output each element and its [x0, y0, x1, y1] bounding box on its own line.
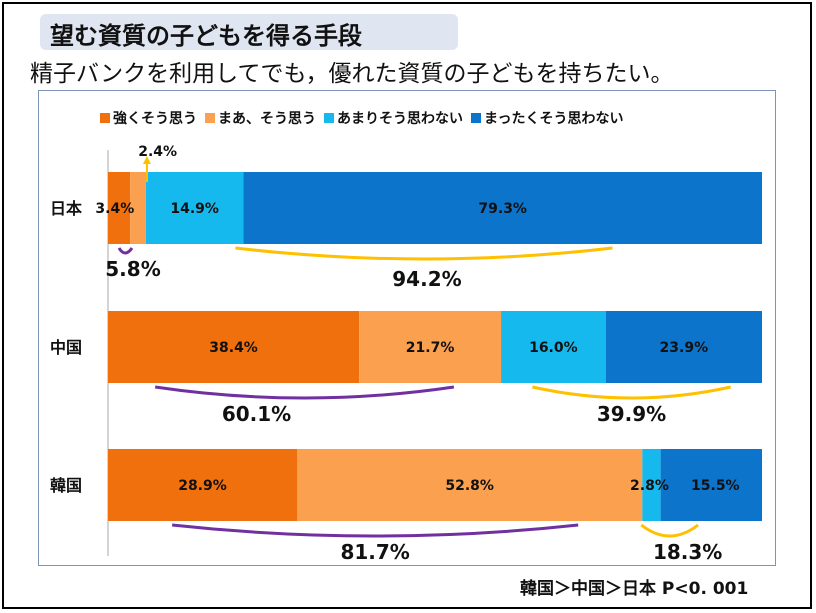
bar-1-2	[501, 311, 606, 383]
bar-1-3	[605, 311, 762, 383]
agree-bracket-0	[117, 247, 134, 255]
data-label-1-0: 38.4%	[209, 340, 258, 356]
data-label-0-0: 3.4%	[95, 201, 134, 217]
disagree-total-0: 94.2%	[392, 267, 461, 291]
agree-total-1: 60.1%	[222, 402, 291, 426]
bar-1-1	[359, 311, 502, 383]
disagree-bracket-1	[532, 385, 732, 400]
bar-2-3	[660, 449, 762, 521]
agree-bracket-1	[154, 385, 455, 400]
bar-2-1	[297, 449, 643, 521]
agree-total-2: 81.7%	[340, 540, 409, 564]
legend-swatch-0	[100, 113, 110, 123]
data-label-0-2: 14.9%	[170, 201, 219, 217]
bar-1-0	[108, 311, 360, 383]
agree-total-0: 5.8%	[105, 257, 160, 281]
bar-0-3	[243, 172, 763, 244]
bar-0-0	[108, 172, 131, 244]
legend-label-2: あまりそう思わない	[337, 111, 463, 127]
bar-2-0	[108, 449, 298, 521]
legend-label-1: まあ、そう思う	[218, 111, 316, 127]
category-label-1: 中国	[50, 338, 82, 357]
slide-subtitle: 精子バンクを利用してでも，優れた資質の子どもを持ちたい。	[30, 61, 674, 87]
data-label-0-1: 2.4%	[138, 144, 177, 160]
bar-0-2	[145, 172, 244, 244]
slide-title: 望む資質の子どもを得る手段	[50, 22, 362, 50]
bar-2-2	[642, 449, 661, 521]
legend-swatch-1	[205, 113, 215, 123]
agree-bracket-2	[171, 523, 579, 538]
category-label-2: 韓国	[50, 476, 82, 495]
disagree-bracket-0	[235, 246, 613, 261]
significance-note: 韓国＞中国＞日本 P<0. 001	[520, 579, 749, 599]
data-label-2-3: 15.5%	[691, 478, 740, 494]
data-label-2-1: 52.8%	[445, 478, 494, 494]
data-label-1-2: 16.0%	[529, 340, 578, 356]
data-label-0-3: 79.3%	[478, 201, 527, 217]
data-label-2-2: 2.8%	[630, 478, 669, 494]
data-label-2-0: 28.9%	[178, 478, 227, 494]
data-label-1-1: 21.7%	[406, 340, 455, 356]
disagree-total-1: 39.9%	[597, 402, 666, 426]
legend-swatch-2	[324, 113, 334, 123]
title-background	[40, 14, 458, 50]
disagree-total-2: 18.3%	[653, 540, 722, 564]
bar-0-1	[130, 172, 146, 244]
legend-label-3: まったくそう思わない	[484, 111, 623, 127]
legend-label-0: 強くそう思う	[113, 110, 197, 127]
legend-swatch-3	[471, 113, 481, 123]
data-label-1-3: 23.9%	[660, 340, 709, 356]
disagree-bracket-2	[640, 523, 699, 538]
category-label-0: 日本	[50, 199, 82, 218]
pointer-arrow-head	[142, 156, 151, 164]
